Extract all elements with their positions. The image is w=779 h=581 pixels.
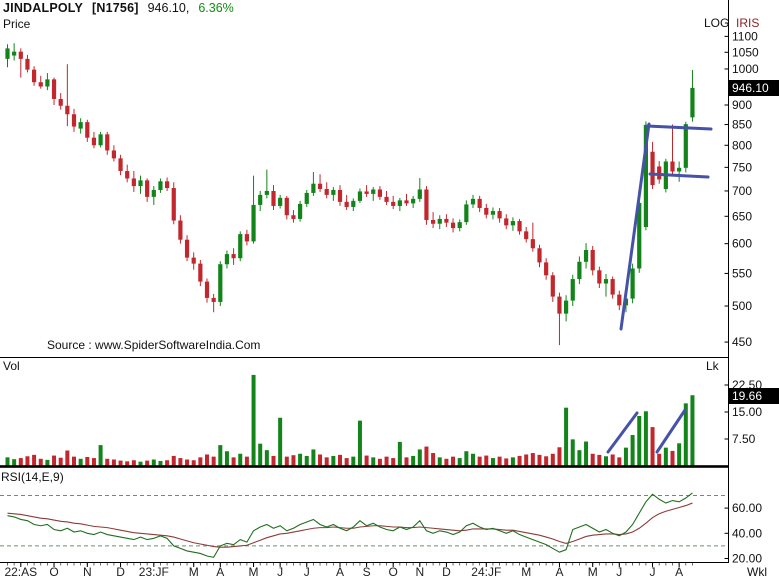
svg-text:O: O [389, 565, 398, 579]
svg-text:20.00: 20.00 [732, 552, 762, 566]
svg-text:600: 600 [732, 237, 752, 251]
svg-text:M: M [189, 565, 199, 579]
svg-text:550: 550 [732, 266, 752, 280]
volume-panel-label: Vol [3, 359, 20, 373]
app-name-label: IRIS [736, 16, 760, 30]
svg-text:22:AS: 22:AS [4, 565, 37, 579]
svg-text:40.00: 40.00 [732, 526, 762, 540]
svg-text:A: A [675, 565, 683, 579]
rsi-panel-label: RSI(14,E,9) [1, 470, 64, 484]
svg-text:D: D [116, 565, 125, 579]
volume-unit-label: Lk [706, 359, 719, 373]
svg-text:J: J [650, 565, 656, 579]
svg-text:24:JF: 24:JF [471, 565, 501, 579]
svg-text:A: A [216, 565, 224, 579]
last-volume-marker: 19.66 [729, 388, 779, 404]
svg-text:850: 850 [732, 118, 752, 132]
svg-text:M: M [249, 565, 259, 579]
svg-text:J: J [304, 565, 310, 579]
last-price: 946.10, [147, 1, 190, 15]
svg-text:450: 450 [732, 335, 752, 349]
svg-text:J: J [616, 565, 622, 579]
svg-text:A: A [555, 565, 563, 579]
svg-text:700: 700 [732, 184, 752, 198]
svg-text:800: 800 [732, 138, 752, 152]
svg-text:D: D [442, 565, 451, 579]
symbol-name: JINDALPOLY [3, 1, 84, 15]
change-percent: 6.36% [198, 1, 234, 15]
symbol-series-code: [N1756] [92, 1, 139, 15]
svg-text:S: S [363, 565, 371, 579]
last-price-marker: 946.10 [729, 80, 779, 96]
svg-text:1050: 1050 [732, 45, 759, 59]
svg-text:M: M [588, 565, 598, 579]
svg-text:J: J [277, 565, 283, 579]
svg-text:500: 500 [732, 299, 752, 313]
svg-text:O: O [49, 565, 58, 579]
svg-text:650: 650 [732, 209, 752, 223]
svg-text:1000: 1000 [732, 62, 759, 76]
svg-text:60.00: 60.00 [732, 501, 762, 515]
svg-text:7.50: 7.50 [732, 432, 756, 446]
price-panel-label: Price [3, 17, 31, 31]
svg-text:N: N [415, 565, 424, 579]
svg-text:15.00: 15.00 [732, 405, 762, 419]
svg-text:23:JF: 23:JF [139, 565, 169, 579]
svg-text:N: N [83, 565, 92, 579]
timeframe-label[interactable]: Wkl [747, 565, 767, 579]
svg-text:750: 750 [732, 160, 752, 174]
svg-text:1100: 1100 [732, 29, 758, 43]
svg-text:M: M [521, 565, 531, 579]
svg-text:900: 900 [732, 98, 752, 112]
header: JINDALPOLY [N1756] 946.10, 6.36% [3, 1, 234, 15]
log-scale-label[interactable]: LOG [704, 16, 730, 30]
svg-text:A: A [336, 565, 344, 579]
source-watermark: Source : www.SpiderSoftwareIndia.Com [47, 338, 261, 352]
